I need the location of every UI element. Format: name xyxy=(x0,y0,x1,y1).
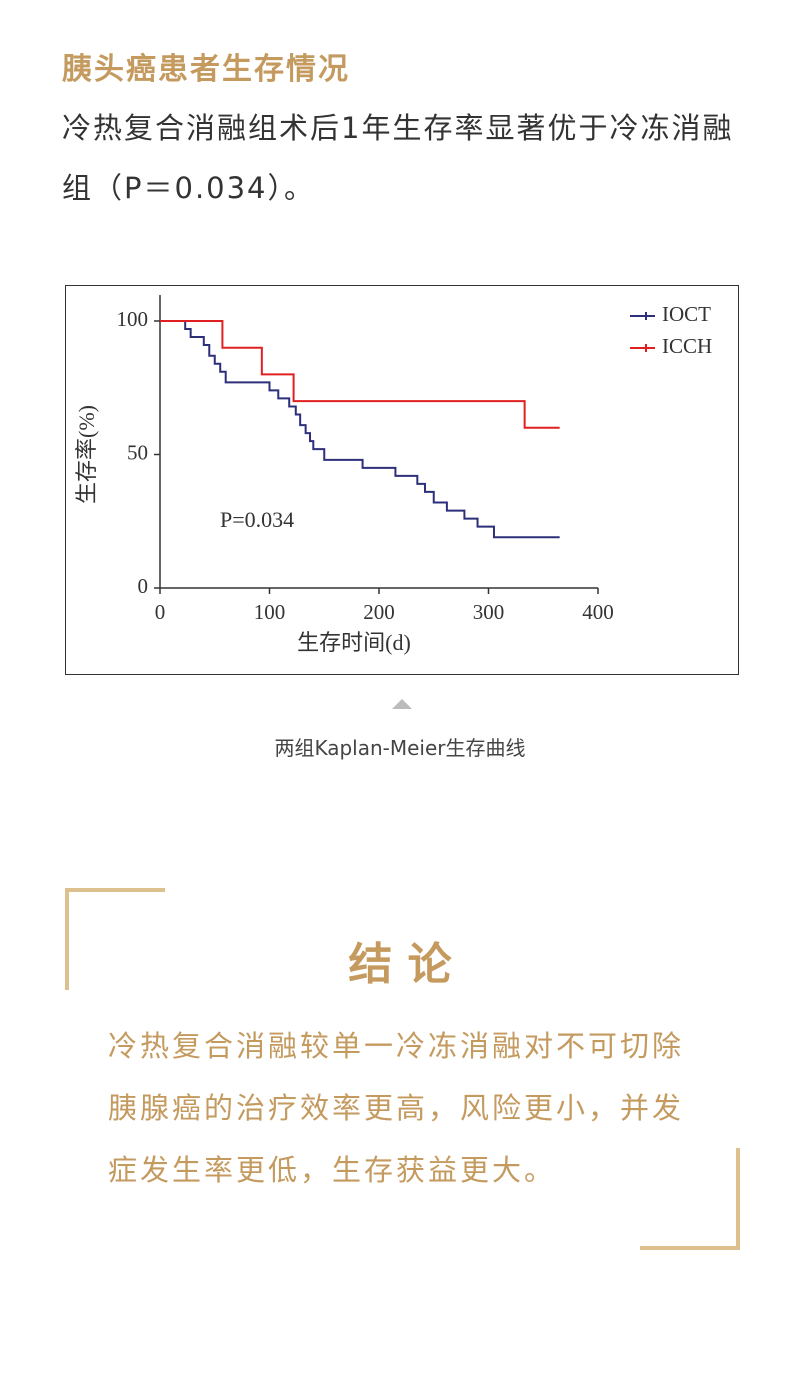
annotation: P=0.034 xyxy=(220,507,294,532)
conclusion-body: 冷热复合消融较单一冷冻消融对不可切除胰腺癌的治疗效率更高，风险更小，并发症发生率… xyxy=(108,1029,685,1187)
legend-label: ICCH xyxy=(662,334,712,358)
chart: P=0.034 0 50 100 0 100 200 300 400 生存时间(d) 生存率(%)… xyxy=(65,285,739,675)
x-tick-label: 100 xyxy=(254,600,286,624)
y-tick-label: 50 xyxy=(127,440,148,464)
survival-curve xyxy=(160,320,560,429)
x-tick-label: 0 xyxy=(155,600,166,624)
x-tick-label: 300 xyxy=(473,600,505,624)
corner-line xyxy=(736,1148,740,1250)
chart-frame xyxy=(65,285,739,675)
section-title: 胰头癌患者生存情况 xyxy=(62,52,350,87)
x-tick-label: 200 xyxy=(363,600,395,624)
section-body: 冷热复合消融组术后1年生存率显著优于冷冻消融组（P＝0.034）。 xyxy=(62,111,734,205)
caption: 两组Kaplan-Meier生存曲线 xyxy=(274,736,526,760)
caption-marker xyxy=(392,699,412,709)
y-axis-label: 生存率(%) xyxy=(74,405,99,504)
conclusion-title: 结 论 xyxy=(348,939,452,990)
corner-line xyxy=(65,888,69,990)
corner-line xyxy=(640,1246,740,1250)
corner-line xyxy=(65,888,165,892)
y-tick-label: 100 xyxy=(117,307,149,331)
x-tick-label: 400 xyxy=(582,600,614,624)
x-axis-label: 生存时间(d) xyxy=(297,630,411,655)
y-tick-label: 0 xyxy=(138,574,149,598)
legend-label: IOCT xyxy=(662,302,711,326)
survival-curve xyxy=(160,320,560,539)
